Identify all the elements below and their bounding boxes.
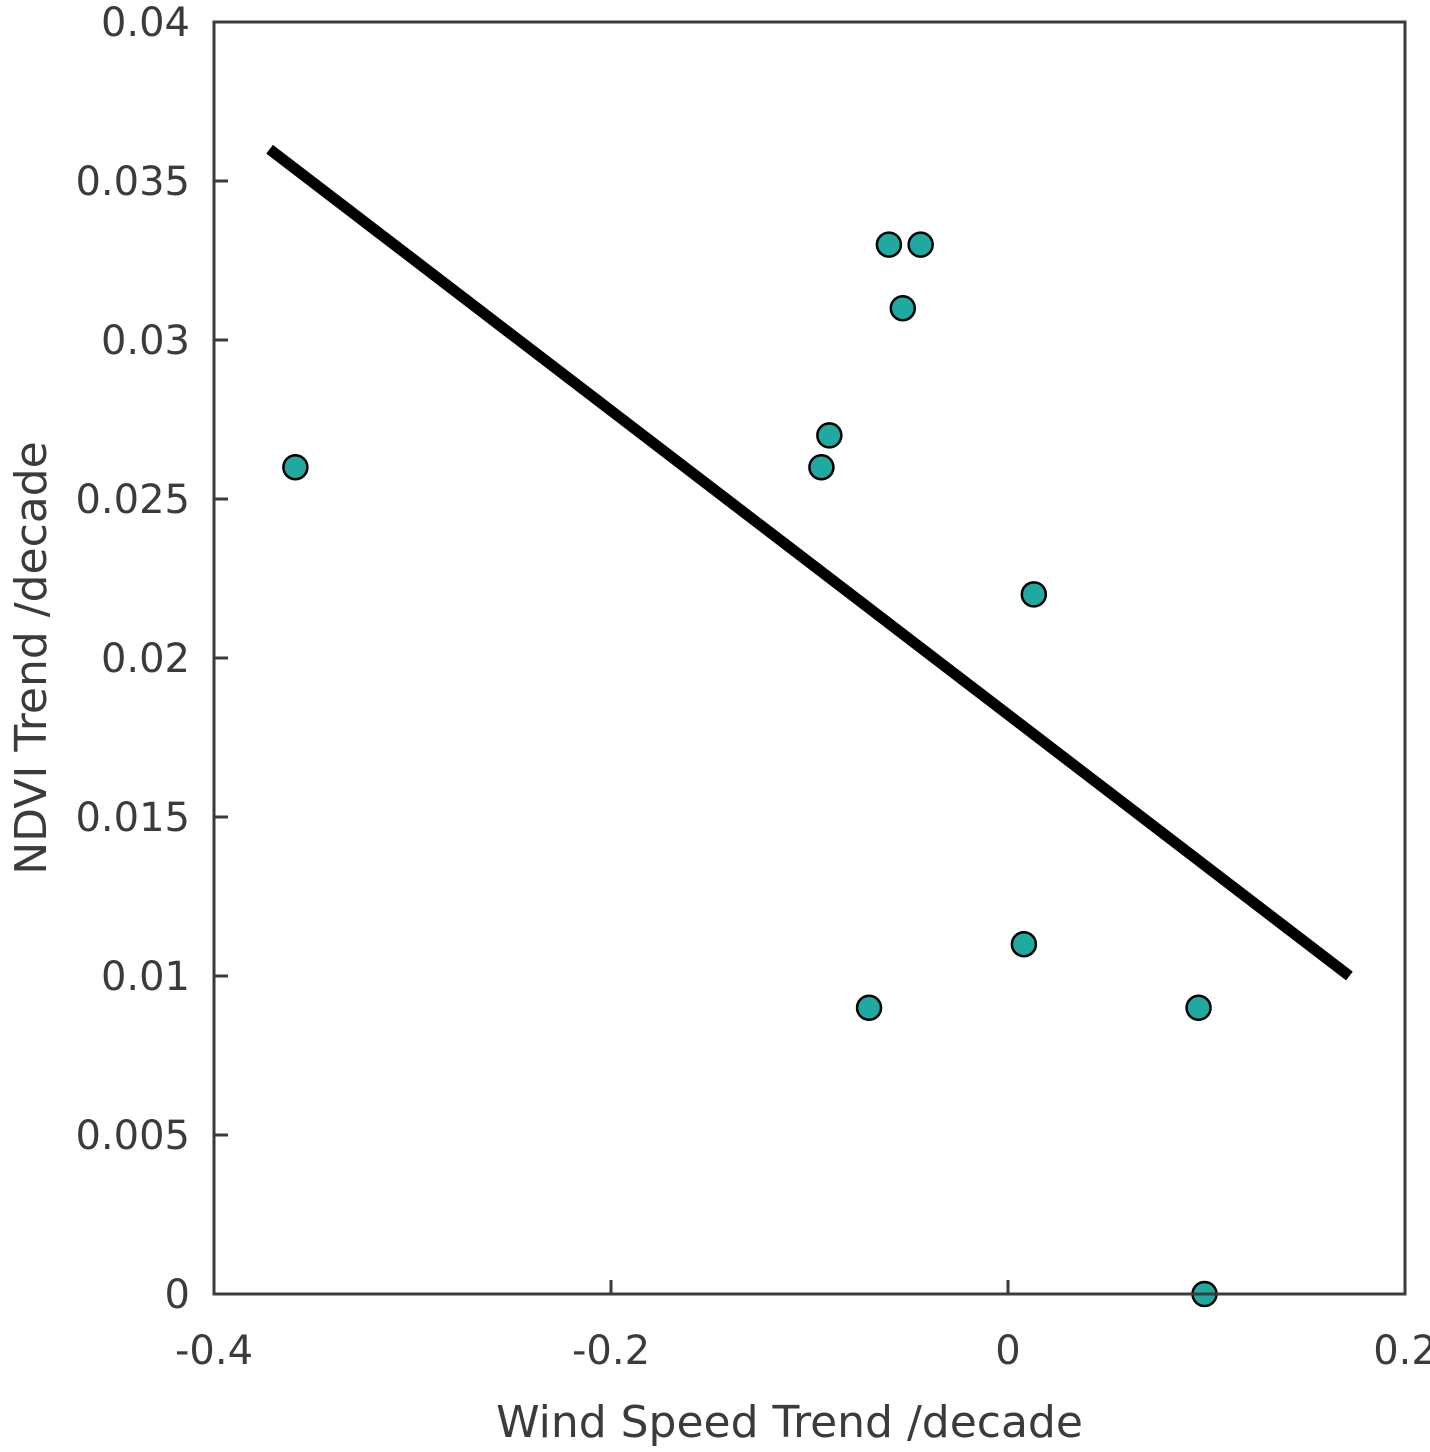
data-point (875, 231, 903, 258)
y-axis-title: NDVI Trend /decade (6, 441, 57, 874)
y-tick-label: 0.025 (75, 477, 190, 523)
y-tick-label: 0.015 (75, 795, 190, 841)
y-tick-label: 0.03 (101, 318, 190, 364)
y-tick-label: 0.01 (101, 954, 190, 1000)
x-tick-label: 0.2 (1373, 1328, 1430, 1374)
data-point (1020, 581, 1048, 608)
data-point (282, 453, 309, 481)
data-point (907, 231, 934, 258)
data-point (1185, 994, 1212, 1022)
tick-labels: 0 0.005 0.01 0.015 0.02 0.025 0.03 0.035 0.04 -0.… (75, 0, 1430, 1374)
x-tick-label: -0.2 (572, 1328, 650, 1374)
trend-line-group (266, 144, 1353, 981)
y-tick-label: 0.04 (101, 0, 190, 46)
axis-ticks (212, 20, 1407, 1296)
y-tick-label: 0.02 (101, 636, 190, 682)
data-point (1010, 930, 1038, 958)
x-tick-label: 0 (995, 1328, 1020, 1374)
y-tick-label: 0 (165, 1272, 190, 1318)
data-points (282, 231, 1218, 1308)
data-point (816, 422, 843, 449)
x-axis-title: Wind Speed Trend /decade (496, 1397, 1083, 1448)
data-point (855, 994, 883, 1022)
data-point (889, 294, 917, 322)
y-tick-label: 0.035 (75, 159, 190, 205)
x-tick-label: -0.4 (175, 1328, 253, 1374)
trend-line (266, 144, 1353, 981)
data-point (808, 453, 835, 481)
y-tick-label: 0.005 (75, 1113, 190, 1159)
plot-frame (212, 20, 1407, 1296)
